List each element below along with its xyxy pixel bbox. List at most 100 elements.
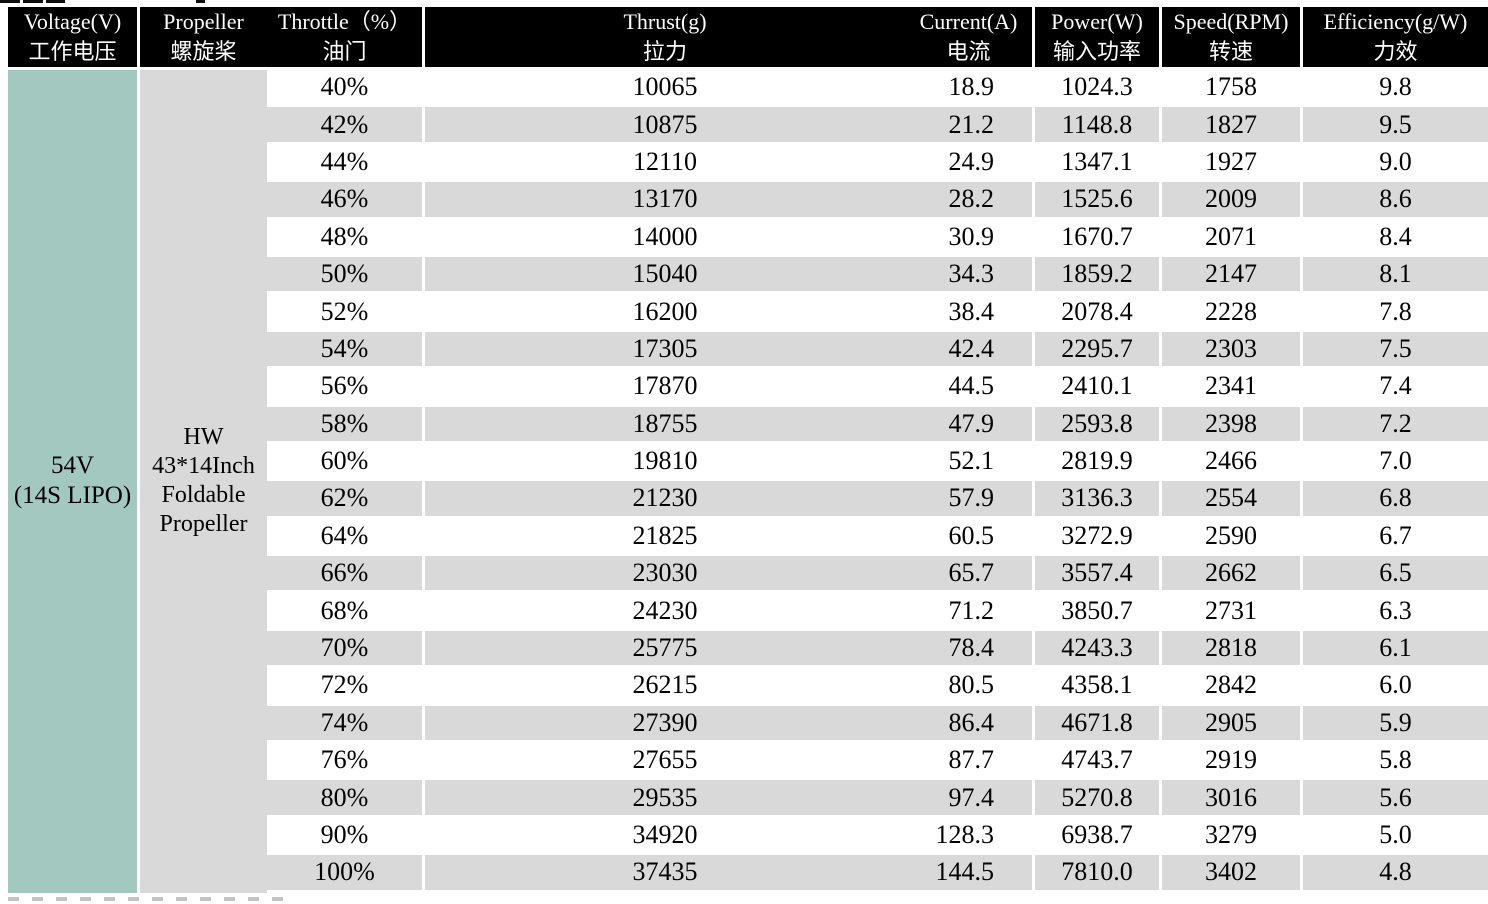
current-cell: 60.5 — [905, 518, 1035, 557]
power-cell: 7810.0 — [1035, 855, 1162, 893]
speed-cell: 2842 — [1162, 668, 1303, 706]
throttle-cell: 74% — [267, 705, 425, 744]
table-row: 54% 17305 42.4 2295.7 2303 7.5 — [8, 331, 1488, 370]
table-row: 42% 10875 21.2 1148.8 1827 9.5 — [8, 107, 1488, 145]
scan-artifact-top-dash — [196, 0, 205, 3]
power-cell: 3557.4 — [1035, 556, 1162, 594]
efficiency-cell: 7.5 — [1303, 331, 1488, 370]
current-cell: 87.7 — [905, 743, 1035, 781]
power-cell: 1347.1 — [1035, 144, 1162, 183]
table-row: 62% 21230 57.9 3136.3 2554 6.8 — [8, 481, 1488, 519]
thrust-cell: 16200 — [425, 294, 905, 332]
power-cell: 2078.4 — [1035, 294, 1162, 332]
power-cell: 3850.7 — [1035, 593, 1162, 631]
propeller-merged-cell: HW 43*14Inch Foldable Propeller — [140, 70, 267, 893]
table-row: 74% 27390 86.4 4671.8 2905 5.9 — [8, 705, 1488, 744]
table-body: 54V (14S LIPO) HW 43*14Inch Foldable Propelle… — [8, 70, 1488, 893]
col-header-power: Power(W) 输入功率 — [1035, 7, 1162, 70]
speed-cell: 1827 — [1162, 107, 1303, 145]
table-row: 64% 21825 60.5 3272.9 2590 6.7 — [8, 518, 1488, 557]
col-header-speed-zh: 转速 — [1208, 39, 1253, 64]
current-cell: 78.4 — [905, 630, 1035, 669]
speed-cell: 2919 — [1162, 743, 1303, 781]
thrust-cell: 10065 — [425, 70, 905, 108]
throttle-cell: 70% — [267, 630, 425, 669]
table-row: 66% 23030 65.7 3557.4 2662 6.5 — [8, 556, 1488, 594]
thrust-cell: 26215 — [425, 668, 905, 706]
throttle-cell: 42% — [267, 107, 425, 145]
throttle-cell: 54% — [267, 331, 425, 370]
throttle-cell: 64% — [267, 518, 425, 557]
table-row: 54V (14S LIPO) HW 43*14Inch Foldable Propelle… — [8, 70, 1488, 893]
current-cell: 57.9 — [905, 481, 1035, 519]
current-cell: 71.2 — [905, 593, 1035, 631]
current-cell: 97.4 — [905, 780, 1035, 818]
throttle-cell: 66% — [267, 556, 425, 594]
speed-cell: 2009 — [1162, 182, 1303, 220]
current-cell: 47.9 — [905, 406, 1035, 444]
throttle-cell: 60% — [267, 443, 425, 482]
table-row: 56% 17870 44.5 2410.1 2341 7.4 — [8, 369, 1488, 407]
speed-cell: 2590 — [1162, 518, 1303, 557]
col-header-propeller: Propeller 螺旋桨 — [140, 7, 267, 70]
power-cell: 4358.1 — [1035, 668, 1162, 706]
thrust-cell: 12110 — [425, 145, 905, 183]
current-cell: 28.2 — [905, 182, 1035, 220]
col-header-propeller-en: Propeller — [163, 9, 244, 34]
col-header-throttle-zh: 油门 — [322, 39, 367, 64]
thrust-cell: 25775 — [425, 630, 905, 669]
efficiency-cell: 5.9 — [1303, 705, 1488, 744]
current-cell: 18.9 — [905, 70, 1035, 108]
power-cell: 1148.8 — [1035, 107, 1162, 145]
efficiency-cell: 7.8 — [1303, 294, 1488, 332]
speed-cell: 2554 — [1162, 481, 1303, 519]
col-header-voltage: Voltage(V) 工作电压 — [8, 7, 140, 70]
table-row: 58% 18755 47.9 2593.8 2398 7.2 — [8, 406, 1488, 444]
table-header: Voltage(V) 工作电压 Propeller 螺旋桨 Throttle（%… — [8, 7, 1488, 70]
speed-cell: 2147 — [1162, 256, 1303, 295]
thrust-cell: 21825 — [425, 519, 905, 557]
thrust-cell: 18755 — [425, 406, 905, 444]
thrust-cell: 23030 — [425, 556, 905, 594]
current-cell: 24.9 — [905, 144, 1035, 183]
efficiency-cell: 5.8 — [1303, 743, 1488, 781]
efficiency-cell: 7.0 — [1303, 444, 1488, 482]
power-cell: 3136.3 — [1035, 481, 1162, 519]
speed-cell: 3016 — [1162, 780, 1303, 818]
power-cell: 2819.9 — [1035, 443, 1162, 482]
thrust-cell: 21230 — [425, 481, 905, 519]
col-header-thrust-zh: 拉力 — [642, 39, 687, 64]
efficiency-cell: 4.8 — [1303, 855, 1488, 893]
speed-cell: 2071 — [1162, 219, 1303, 257]
speed-cell: 2905 — [1162, 705, 1303, 744]
thrust-cell: 27390 — [425, 705, 905, 744]
voltage-text-line: 54V — [50, 452, 95, 480]
current-cell: 42.4 — [905, 331, 1035, 370]
speed-cell: 2398 — [1162, 406, 1303, 444]
col-header-power-zh: 输入功率 — [1052, 39, 1141, 64]
col-header-throttle: Throttle（%） 油门 — [267, 7, 425, 70]
power-cell: 2593.8 — [1035, 406, 1162, 444]
speed-cell: 2818 — [1162, 630, 1303, 669]
efficiency-cell: 5.0 — [1303, 818, 1488, 856]
throttle-cell: 48% — [267, 219, 425, 257]
col-header-power-en: Power(W) — [1051, 9, 1143, 34]
propulsion-data-table: Voltage(V) 工作电压 Propeller 螺旋桨 Throttle（%… — [8, 7, 1488, 893]
table-row: 50% 15040 34.3 1859.2 2147 8.1 — [8, 256, 1488, 295]
thrust-cell: 27655 — [425, 743, 905, 781]
speed-cell: 2303 — [1162, 331, 1303, 370]
current-cell: 38.4 — [905, 294, 1035, 332]
efficiency-cell: 7.2 — [1303, 406, 1488, 444]
speed-cell: 2466 — [1162, 443, 1303, 482]
thrust-cell: 17870 — [425, 369, 905, 407]
thrust-cell: 13170 — [425, 182, 905, 220]
throttle-cell: 40% — [267, 70, 425, 108]
col-header-current: Current(A) 电流 — [905, 7, 1035, 70]
table-row: 52% 16200 38.4 2078.4 2228 7.8 — [8, 294, 1488, 332]
speed-cell: 1758 — [1162, 70, 1303, 108]
scan-artifact-bottom-dashes — [8, 897, 296, 901]
thrust-cell: 14000 — [425, 220, 905, 257]
power-cell: 2410.1 — [1035, 369, 1162, 407]
efficiency-cell: 6.1 — [1303, 630, 1488, 669]
power-cell: 1024.3 — [1035, 70, 1162, 108]
